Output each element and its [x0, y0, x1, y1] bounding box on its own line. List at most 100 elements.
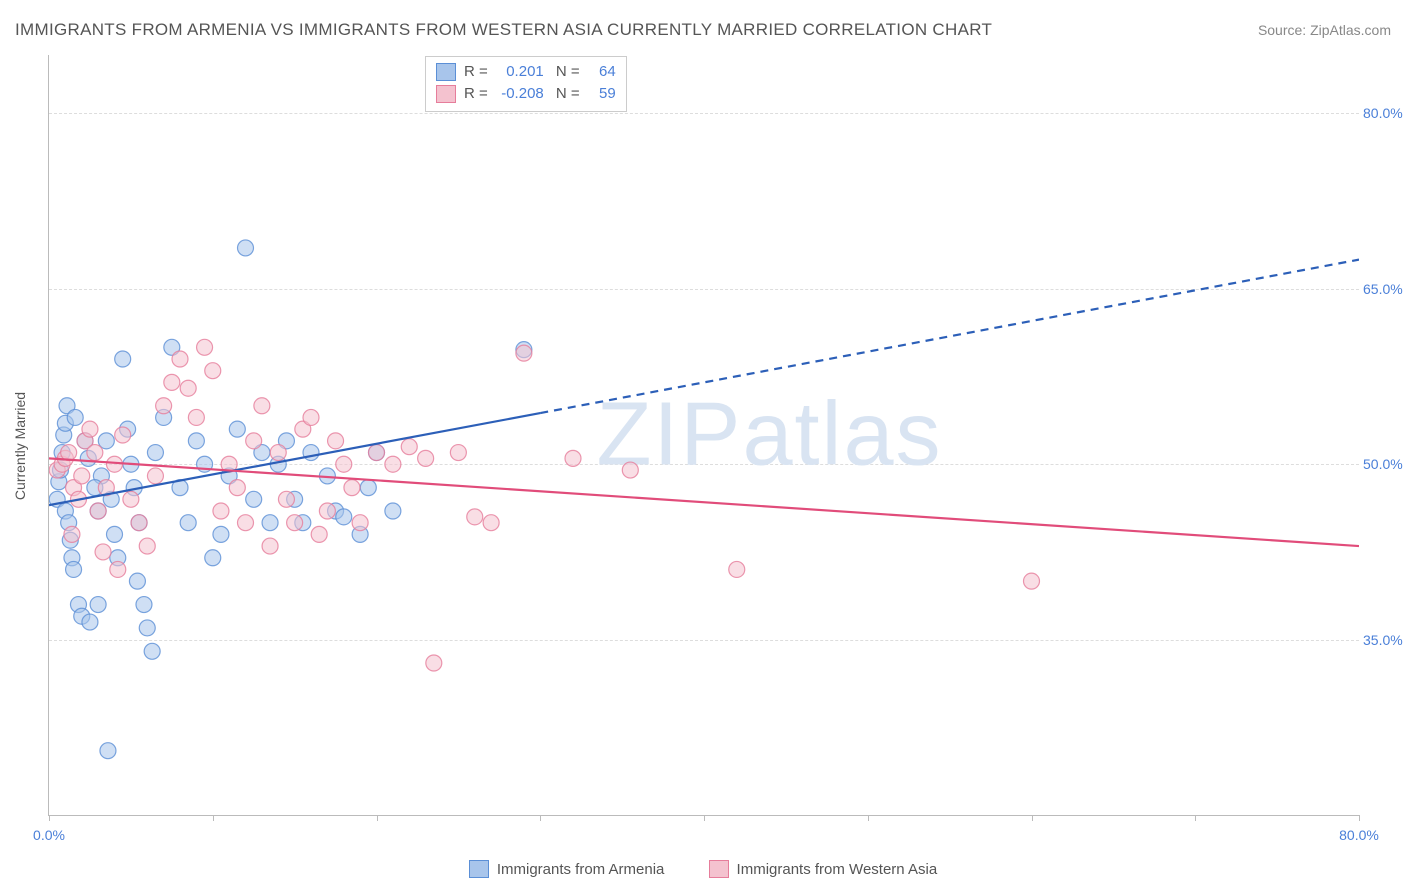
source-label: Source: ZipAtlas.com	[1258, 22, 1391, 38]
scatter-point	[82, 421, 98, 437]
scatter-point	[229, 480, 245, 496]
scatter-point	[139, 620, 155, 636]
scatter-point	[188, 409, 204, 425]
scatter-point	[729, 561, 745, 577]
scatter-point	[385, 503, 401, 519]
plot-svg	[49, 55, 1359, 815]
scatter-point	[565, 450, 581, 466]
scatter-point	[64, 526, 80, 542]
scatter-point	[100, 743, 116, 759]
scatter-point	[90, 597, 106, 613]
scatter-point	[129, 573, 145, 589]
scatter-point	[82, 614, 98, 630]
legend-label-b: Immigrants from Western Asia	[737, 861, 938, 878]
scatter-point	[336, 509, 352, 525]
n-value-b: 59	[588, 83, 616, 105]
scatter-point	[123, 491, 139, 507]
x-tick-label: 0.0%	[33, 827, 65, 843]
x-tick	[1195, 815, 1196, 821]
scatter-point	[205, 550, 221, 566]
n-label: N =	[552, 83, 580, 105]
trendline-a-dashed	[540, 260, 1359, 413]
swatch-series-b	[436, 85, 456, 103]
x-tick	[213, 815, 214, 821]
y-tick-label: 80.0%	[1363, 105, 1406, 121]
scatter-point	[622, 462, 638, 478]
scatter-point	[254, 398, 270, 414]
scatter-point	[180, 515, 196, 531]
chart-title: IMMIGRANTS FROM ARMENIA VS IMMIGRANTS FR…	[15, 20, 992, 40]
scatter-point	[87, 445, 103, 461]
scatter-point	[262, 538, 278, 554]
scatter-point	[90, 503, 106, 519]
scatter-point	[147, 468, 163, 484]
title-bar: IMMIGRANTS FROM ARMENIA VS IMMIGRANTS FR…	[15, 20, 1391, 40]
y-tick-label: 35.0%	[1363, 632, 1406, 648]
scatter-point	[262, 515, 278, 531]
scatter-point	[136, 597, 152, 613]
scatter-point	[67, 409, 83, 425]
scatter-point	[188, 433, 204, 449]
x-tick	[868, 815, 869, 821]
x-tick-label: 80.0%	[1339, 827, 1379, 843]
legend-item-b: Immigrants from Western Asia	[709, 860, 938, 878]
legend-item-a: Immigrants from Armenia	[469, 860, 665, 878]
scatter-point	[95, 544, 111, 560]
scatter-point	[483, 515, 499, 531]
scatter-point	[61, 445, 77, 461]
r-label: R =	[464, 83, 488, 105]
scatter-point	[467, 509, 483, 525]
y-tick-label: 65.0%	[1363, 281, 1406, 297]
n-value-a: 64	[588, 61, 616, 83]
scatter-point	[205, 363, 221, 379]
x-tick	[1032, 815, 1033, 821]
scatter-point	[385, 456, 401, 472]
scatter-point	[278, 491, 294, 507]
scatter-point	[270, 445, 286, 461]
scatter-point	[311, 526, 327, 542]
scatter-point	[328, 433, 344, 449]
scatter-point	[319, 503, 335, 519]
r-value-b: -0.208	[496, 83, 544, 105]
scatter-point	[450, 445, 466, 461]
scatter-point	[1024, 573, 1040, 589]
y-axis-title: Currently Married	[12, 392, 28, 500]
scatter-point	[287, 515, 303, 531]
scatter-point	[107, 526, 123, 542]
scatter-point	[139, 538, 155, 554]
scatter-point	[516, 345, 532, 361]
scatter-point	[238, 240, 254, 256]
x-tick	[1359, 815, 1360, 821]
scatter-point	[246, 491, 262, 507]
scatter-point	[115, 427, 131, 443]
scatter-point	[147, 445, 163, 461]
swatch-series-a	[469, 860, 489, 878]
scatter-point	[156, 398, 172, 414]
scatter-point	[352, 515, 368, 531]
scatter-point	[369, 445, 385, 461]
scatter-point	[197, 339, 213, 355]
x-tick	[377, 815, 378, 821]
scatter-point	[180, 380, 196, 396]
scatter-point	[172, 351, 188, 367]
swatch-series-b	[709, 860, 729, 878]
scatter-point	[418, 450, 434, 466]
scatter-point	[213, 526, 229, 542]
scatter-point	[144, 643, 160, 659]
scatter-point	[238, 515, 254, 531]
scatter-point	[303, 409, 319, 425]
scatter-point	[66, 561, 82, 577]
swatch-series-a	[436, 63, 456, 81]
x-tick	[540, 815, 541, 821]
r-value-a: 0.201	[496, 61, 544, 83]
scatter-point	[110, 561, 126, 577]
scatter-point	[74, 468, 90, 484]
scatter-point	[229, 421, 245, 437]
y-tick-label: 50.0%	[1363, 456, 1406, 472]
bottom-legend: Immigrants from Armenia Immigrants from …	[0, 860, 1406, 882]
scatter-point	[336, 456, 352, 472]
legend-label-a: Immigrants from Armenia	[497, 861, 665, 878]
r-label: R =	[464, 61, 488, 83]
scatter-point	[115, 351, 131, 367]
stats-row-a: R = 0.201 N = 64	[436, 61, 616, 83]
